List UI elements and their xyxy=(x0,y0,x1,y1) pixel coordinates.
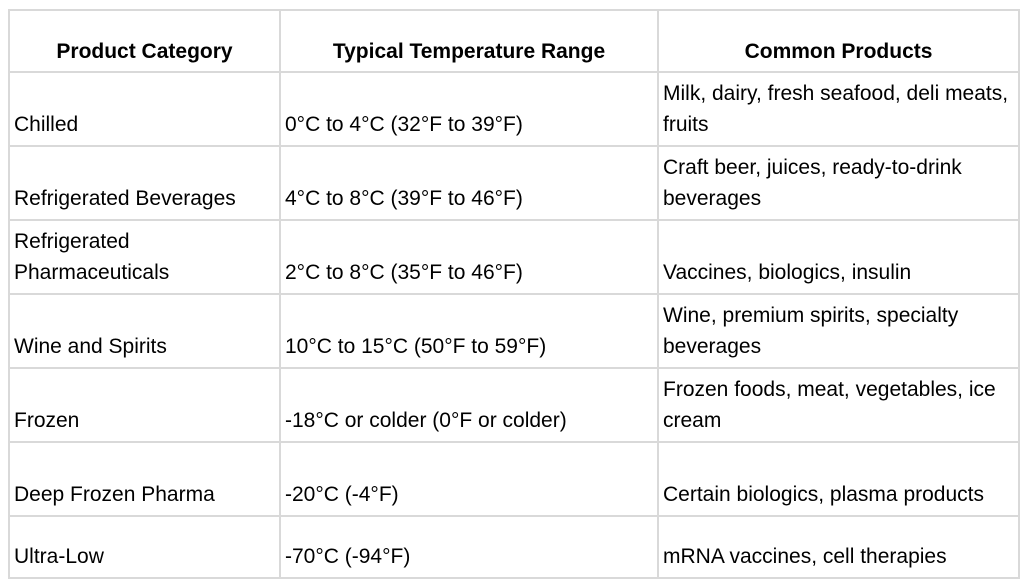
cell-temperature-range: 2°C to 8°C (35°F to 46°F) xyxy=(279,219,659,295)
cell-category: Deep Frozen Pharma xyxy=(8,441,281,517)
temperature-range-table: Product Category Typical Temperature Ran… xyxy=(8,9,1020,579)
cell-category: Wine and Spirits xyxy=(8,293,281,369)
table-row: Refrigerated Pharmaceuticals 2°C to 8°C … xyxy=(8,219,1020,295)
cell-common-products: mRNA vaccines, cell therapies xyxy=(657,515,1020,579)
table-row: Chilled 0°C to 4°C (32°F to 39°F) Milk, … xyxy=(8,71,1020,147)
table-row: Ultra-Low -70°C (-94°F) mRNA vaccines, c… xyxy=(8,515,1020,579)
cell-temperature-range: 4°C to 8°C (39°F to 46°F) xyxy=(279,145,659,221)
header-temperature-range: Typical Temperature Range xyxy=(279,9,659,73)
cell-temperature-range: -70°C (-94°F) xyxy=(279,515,659,579)
cell-category: Refrigerated Beverages xyxy=(8,145,281,221)
cell-common-products: Craft beer, juices, ready-to-drink bever… xyxy=(657,145,1020,221)
table-row: Refrigerated Beverages 4°C to 8°C (39°F … xyxy=(8,145,1020,221)
temperature-table-container: Product Category Typical Temperature Ran… xyxy=(8,9,1020,579)
cell-category: Frozen xyxy=(8,367,281,443)
table-row: Deep Frozen Pharma -20°C (-4°F) Certain … xyxy=(8,441,1020,517)
cell-common-products: Milk, dairy, fresh seafood, deli meats, … xyxy=(657,71,1020,147)
cell-temperature-range: -20°C (-4°F) xyxy=(279,441,659,517)
cell-common-products: Wine, premium spirits, specialty beverag… xyxy=(657,293,1020,369)
cell-common-products: Vaccines, biologics, insulin xyxy=(657,219,1020,295)
header-common-products: Common Products xyxy=(657,9,1020,73)
cell-temperature-range: -18°C or colder (0°F or colder) xyxy=(279,367,659,443)
table-row: Wine and Spirits 10°C to 15°C (50°F to 5… xyxy=(8,293,1020,369)
table-header-row: Product Category Typical Temperature Ran… xyxy=(8,9,1020,73)
cell-common-products: Frozen foods, meat, vegetables, ice crea… xyxy=(657,367,1020,443)
cell-category: Refrigerated Pharmaceuticals xyxy=(8,219,281,295)
cell-temperature-range: 0°C to 4°C (32°F to 39°F) xyxy=(279,71,659,147)
table-row: Frozen -18°C or colder (0°F or colder) F… xyxy=(8,367,1020,443)
cell-common-products: Certain biologics, plasma products xyxy=(657,441,1020,517)
header-product-category: Product Category xyxy=(8,9,281,73)
cell-category: Ultra-Low xyxy=(8,515,281,579)
cell-temperature-range: 10°C to 15°C (50°F to 59°F) xyxy=(279,293,659,369)
cell-category: Chilled xyxy=(8,71,281,147)
